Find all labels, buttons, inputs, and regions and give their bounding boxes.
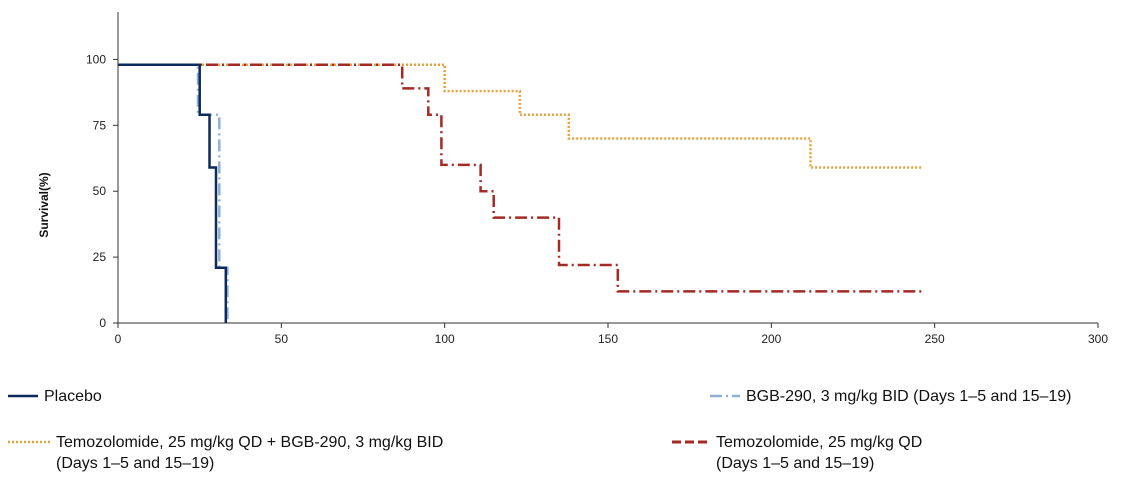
- legend-bgb290: BGB-290, 3 mg/kg BID (Days 1–5 and 15–19…: [710, 386, 1072, 407]
- x-tick-label: 0: [115, 332, 122, 346]
- x-tick-label: 250: [925, 332, 945, 346]
- chart-series: [118, 63, 922, 323]
- y-tick-label: 75: [93, 118, 107, 132]
- x-tick-label: 200: [761, 332, 781, 346]
- x-tick-label: 100: [435, 332, 455, 346]
- y-tick-label: 0: [99, 316, 106, 330]
- legend-label-combo-line2: (Days 1–5 and 15–19): [56, 455, 215, 472]
- legend-label-placebo: Placebo: [44, 388, 102, 405]
- legend-temozolomide: Temozolomide, 25 mg/kg QD (Days 1–5 and …: [672, 432, 922, 474]
- y-tick-label: 100: [86, 52, 106, 66]
- y-tick-label: 25: [93, 250, 107, 264]
- legend-label-temozolomide-line2: (Days 1–5 and 15–19): [716, 455, 875, 472]
- x-tick-label: 150: [598, 332, 618, 346]
- series-line-temozolomide: [118, 63, 922, 293]
- y-tick-label: 50: [93, 184, 107, 198]
- chart-axes: [117, 12, 1098, 324]
- series-line-combo: [118, 63, 922, 169]
- legend-label-bgb290: BGB-290, 3 mg/kg BID (Days 1–5 and 15–19…: [746, 388, 1072, 405]
- x-tick-label: 300: [1088, 332, 1108, 346]
- chart-ticks: 0 50 100 150 200 250 300 0 25 50 75 100: [86, 52, 1108, 346]
- survival-chart: 0 50 100 150 200 250 300 0 25 50 75 100 Survival(%): [37, 12, 1108, 346]
- legend-label-temozolomide-line1: Temozolomide, 25 mg/kg QD: [716, 434, 923, 451]
- legend-label-combo-line1: Temozolomide, 25 mg/kg QD + BGB-290, 3 m…: [56, 434, 444, 451]
- series-line-placebo: [118, 63, 228, 323]
- y-axis-label: Survival(%): [37, 172, 51, 237]
- legend-combo: Temozolomide, 25 mg/kg QD + BGB-290, 3 m…: [8, 432, 443, 474]
- series-line-bgb290: [118, 63, 229, 323]
- x-tick-label: 50: [275, 332, 289, 346]
- legend-placebo: Placebo: [8, 386, 102, 407]
